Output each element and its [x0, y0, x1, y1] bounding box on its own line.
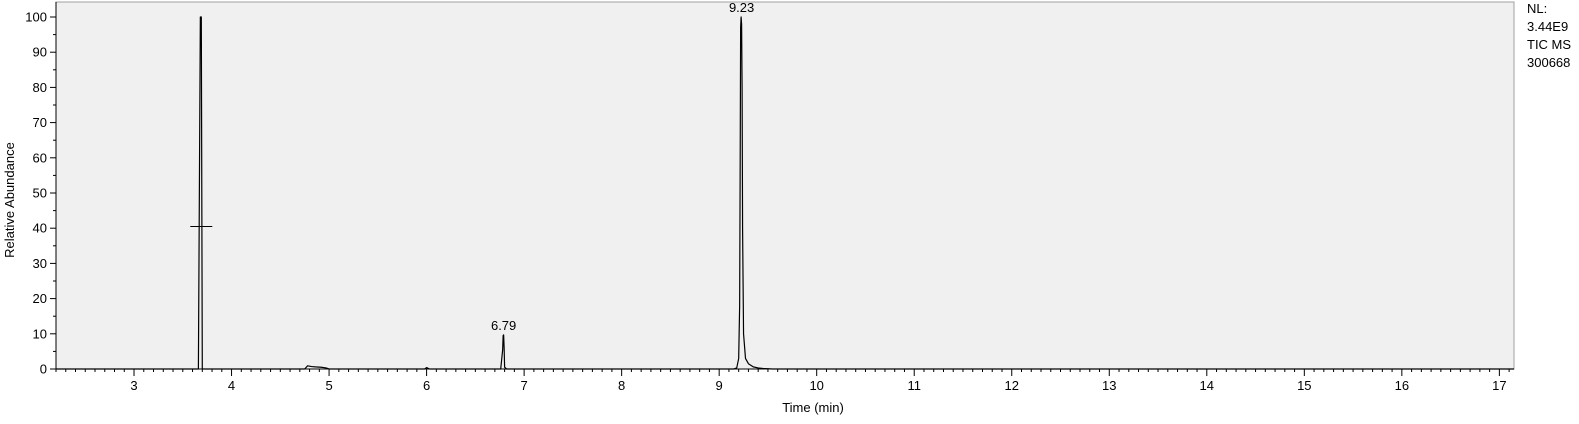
plot-background	[55, 1, 1515, 370]
x-tick-label-6: 6	[423, 378, 430, 393]
y-tick-label-20: 20	[33, 291, 47, 306]
sample-id: 300668	[1527, 55, 1571, 70]
y-tick-label-80: 80	[33, 80, 47, 95]
x-tick-label-15: 15	[1297, 378, 1311, 393]
x-axis-label: Time (min)	[782, 400, 844, 415]
y-tick-label-70: 70	[33, 115, 47, 130]
y-tick-label-30: 30	[33, 256, 47, 271]
peak-label-0: 9.23	[729, 0, 754, 15]
plot-area	[55, 1, 1515, 370]
x-tick-label-11: 11	[907, 378, 921, 393]
axis-layer	[50, 2, 1514, 376]
nl-value: 3.44E9	[1527, 19, 1569, 34]
x-tick-label-13: 13	[1102, 378, 1116, 393]
x-tick-label-10: 10	[809, 378, 823, 393]
y-tick-label-0: 0	[40, 362, 47, 377]
x-tick-label-9: 9	[716, 378, 723, 393]
x-tick-label-3: 3	[130, 378, 137, 393]
normalization-info: NL: 3.44E9 TIC MS 300668	[1527, 0, 1579, 72]
nl-label: NL:	[1527, 1, 1548, 16]
x-tick-label-4: 4	[228, 378, 235, 393]
y-tick-label-50: 50	[33, 186, 47, 201]
y-axis-label: Relative Abundance	[2, 142, 17, 258]
y-tick-label-100: 100	[25, 10, 47, 25]
label-layer: 3 4 5 6 7 8 9 10 11 12 13 14 15 16 17 0 10 20 30 40 50 60 70 80…	[2, 0, 1507, 415]
x-tick-label-5: 5	[325, 378, 332, 393]
y-tick-label-90: 90	[33, 45, 47, 60]
y-tick-label-60: 60	[33, 150, 47, 165]
x-tick-label-8: 8	[618, 378, 625, 393]
peak-label-1: 6.79	[491, 318, 516, 333]
x-tick-label-14: 14	[1200, 378, 1214, 393]
trace-layer	[56, 16, 1514, 370]
y-tick-label-10: 10	[33, 326, 47, 341]
scan-filter: TIC MS	[1527, 37, 1572, 52]
x-tick-label-17: 17	[1492, 378, 1506, 393]
x-tick-label-16: 16	[1395, 378, 1409, 393]
x-tick-label-7: 7	[521, 378, 528, 393]
y-tick-label-40: 40	[33, 221, 47, 236]
x-tick-label-12: 12	[1005, 378, 1019, 393]
series-line-0	[56, 16, 1514, 370]
